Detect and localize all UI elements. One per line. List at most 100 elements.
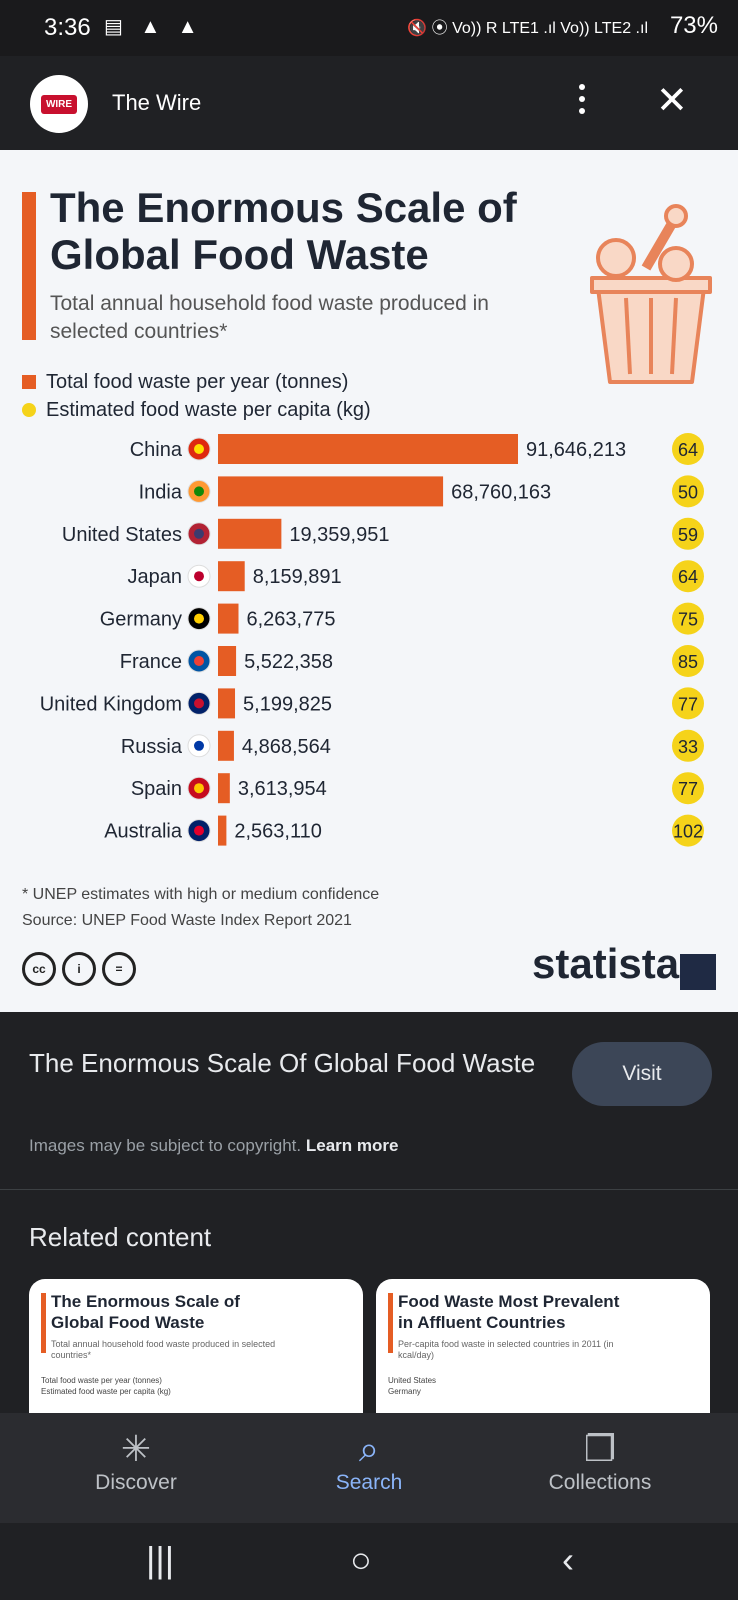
value-label: 5,522,358 [244,651,333,673]
japan-flag-icon-detail [194,571,204,582]
nav-search[interactable]: ⌕ Search [289,1427,449,1495]
related-card[interactable]: Food Waste Most Prevalent in Affluent Co… [376,1279,710,1419]
per-capita-bubble [672,560,704,593]
image-caption: The Enormous Scale Of Global Food Waste … [0,1012,738,1190]
per-capita-bubble [672,814,704,847]
card-legend-item: Total food waste per year (tonnes) [41,1376,162,1385]
per-capita-bubble [672,602,704,635]
legend-label: Total food waste per year (tonnes) [46,370,349,393]
per-capita-label: 102 [673,822,703,842]
per-capita-bubble [672,729,704,762]
copyright-notice: Images may be subject to copyright. Lear… [29,1136,398,1156]
nav-label: Search [335,1471,403,1494]
more-options-icon[interactable] [572,84,592,120]
site-logo[interactable]: WIRE [30,75,88,133]
category-label: Russia [121,736,183,758]
divider [0,1189,738,1190]
copyright-text: Images may be subject to copyright. [29,1136,302,1155]
legend: Total food waste per year (tonnes) Estim… [22,368,371,424]
per-capita-bubble [672,475,704,508]
related-card[interactable]: The Enormous Scale of Global Food Waste … [29,1279,363,1419]
usa-flag-icon-detail [194,528,204,539]
bookmarks-icon: ❐ [583,1428,617,1469]
value-label: 19,359,951 [289,524,389,546]
visit-button[interactable]: Visit [572,1042,712,1106]
clock: 3:36 [44,14,91,41]
per-capita-label: 85 [678,652,698,672]
card-legend-item: Estimated food waste per capita (kg) [41,1387,171,1396]
france-flag-icon-detail [194,656,204,666]
category-label: Japan [128,566,183,588]
card-subtitle: Per-capita food waste in selected countr… [398,1339,614,1360]
nav-label: Discover [95,1471,177,1494]
category-label: United Kingdom [40,693,182,715]
trash-bin-icon [590,204,712,384]
infographic-title: The Enormous Scale of Global Food Waste [50,184,517,278]
app-bar: WIRE The Wire ✕ [0,56,738,150]
footnote-text: * UNEP estimates with high or medium con… [22,886,380,903]
bar [218,815,227,846]
asterisk-icon: ✳ [120,1428,152,1469]
nav-label: Collections [548,1471,652,1494]
source-text: Source: UNEP Food Waste Index Report 202… [22,912,352,929]
no-derivatives-icon: = [102,952,136,986]
home-button[interactable]: ○ [350,1539,372,1580]
title-accent-bar [22,192,36,340]
bar [218,603,239,634]
bar [218,518,282,549]
per-capita-label: 33 [678,737,698,757]
category-label: China [130,439,183,461]
category-label: Germany [100,609,182,631]
battery-indicator: 73% [669,12,718,39]
system-navigation: ||| ○ ‹ [0,1523,738,1600]
learn-more-link[interactable]: Learn more [305,1136,399,1155]
search-icon: ⌕ [358,1428,380,1469]
card-title: The Enormous Scale of Global Food Waste [51,1292,240,1332]
back-button[interactable]: ‹ [562,1539,574,1580]
russia-flag-icon-detail [194,740,204,751]
card-accent [41,1293,46,1353]
recents-button[interactable]: ||| [146,1539,175,1580]
per-capita-bubble [672,687,704,720]
per-capita-bubble [672,645,704,677]
infographic-image[interactable]: The Enormous Scale of Global Food Waste … [0,150,738,1012]
cc-icon: cc [22,952,56,986]
value-label: 6,263,775 [247,609,336,631]
value-label: 91,646,213 [526,439,626,461]
per-capita-label: 64 [678,440,698,460]
germany-flag-icon-detail [194,613,204,624]
card-accent [388,1293,393,1353]
card-legend: United States Germany [388,1375,436,1397]
per-capita-bubble [672,772,704,805]
related-heading: Related content [29,1222,212,1252]
legend-swatch-bar [22,375,36,389]
value-label: 2,563,110 [234,821,322,843]
bar [218,646,237,676]
bar [218,773,230,804]
nav-collections[interactable]: ❐ Collections [520,1427,680,1495]
signal-icons: 🔇 ⦿ Vo)) R LTE1 .ıl Vo)) LTE2 .ıl [407,20,648,37]
nav-discover[interactable]: ✳ Discover [56,1427,216,1495]
logo-text: WIRE [40,94,78,114]
india-flag-icon-detail [194,486,204,497]
license-icons: cc i = [22,952,136,986]
category-label: Spain [131,778,182,800]
legend-swatch-bubble [22,403,36,417]
legend-label: Estimated food waste per capita (kg) [46,398,371,421]
caption-title[interactable]: The Enormous Scale Of Global Food Waste [29,1048,536,1078]
status-bar: 3:36 ▤ ▲ ▲ 🔇 ⦿ Vo)) R LTE1 .ıl Vo)) LTE2… [0,0,738,56]
attribution-icon: i [62,952,96,986]
bar [218,730,234,761]
china-flag-icon-detail [194,444,204,454]
per-capita-bubble [672,517,704,550]
value-label: 5,199,825 [243,693,332,715]
card-title: Food Waste Most Prevalent in Affluent Co… [398,1292,620,1332]
value-label: 3,613,954 [238,778,327,800]
value-label: 68,760,163 [451,481,551,503]
bar [218,434,518,464]
per-capita-label: 77 [678,779,698,799]
site-name[interactable]: The Wire [112,90,202,115]
card-legend: Total food waste per year (tonnes) Estim… [41,1375,171,1397]
bar [218,688,236,719]
close-icon[interactable]: ✕ [656,80,688,122]
